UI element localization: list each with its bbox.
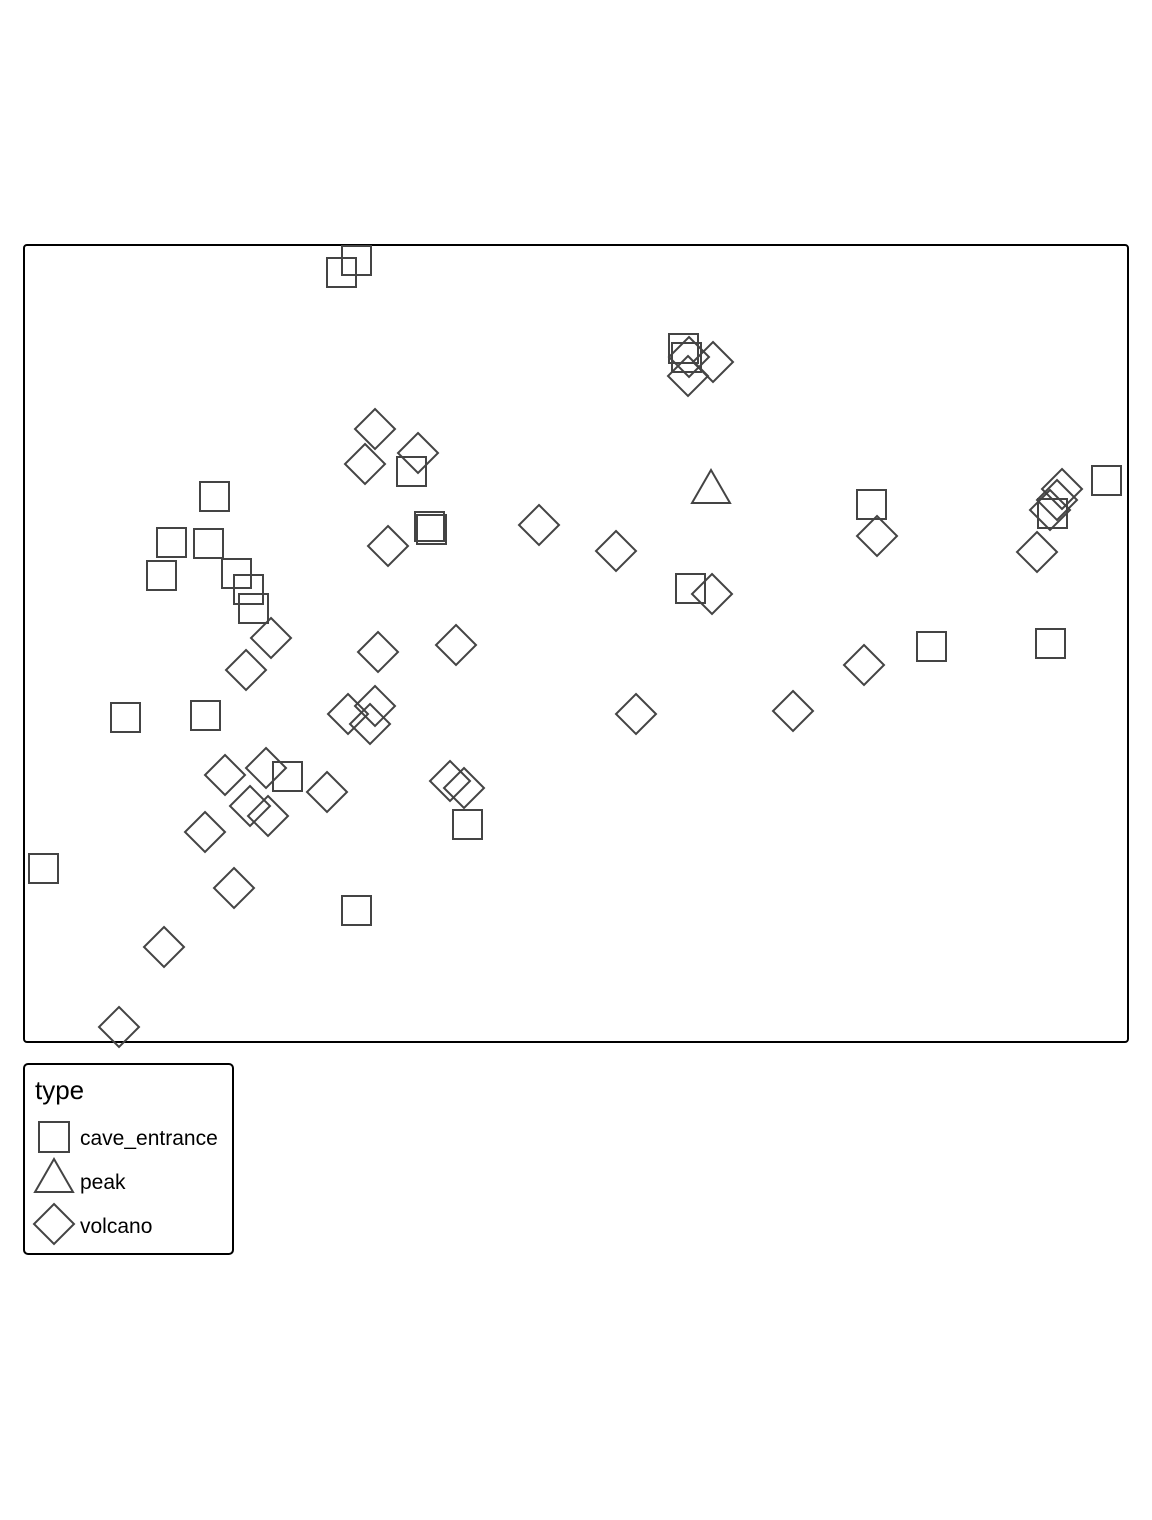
- volcano-marker: [428, 759, 472, 803]
- volcano-marker: [396, 431, 440, 475]
- volcano-marker: [356, 630, 400, 674]
- volcano-marker: [771, 689, 815, 733]
- triangle-icon: [33, 1156, 75, 1193]
- cave-entrance-marker: [193, 528, 224, 559]
- volcano-marker: [305, 770, 349, 814]
- volcano-marker: [244, 746, 288, 790]
- cave-entrance-marker: [28, 853, 59, 884]
- cave-entrance-marker: [190, 700, 221, 731]
- cave-entrance-marker: [233, 574, 264, 605]
- cave-entrance-marker: [221, 558, 252, 589]
- cave-entrance-marker: [1091, 465, 1122, 496]
- volcano-marker: [1028, 488, 1072, 532]
- volcano-marker: [690, 572, 734, 616]
- legend-item-peak: peak: [33, 1156, 126, 1194]
- volcano-marker: [343, 442, 387, 486]
- legend-label-peak: peak: [80, 1171, 126, 1194]
- legend-frame: [23, 1063, 234, 1255]
- cave-entrance-marker: [856, 489, 887, 520]
- map-panel[interactable]: [23, 244, 1129, 1049]
- cave-entrance-marker: [199, 481, 230, 512]
- volcano-marker: [594, 529, 638, 573]
- legend: type cave_entrance peak volcano: [23, 1063, 234, 1255]
- volcano-marker: [353, 407, 397, 451]
- marker-layer: [28, 245, 1122, 1049]
- volcano-marker: [97, 1005, 141, 1049]
- volcano-marker: [228, 784, 272, 828]
- volcano-marker: [348, 702, 392, 746]
- cave-entrance-marker: [272, 761, 303, 792]
- volcano-marker: [517, 503, 561, 547]
- cave-entrance-marker: [341, 895, 372, 926]
- cave-entrance-marker: [110, 702, 141, 733]
- cave-entrance-marker: [146, 560, 177, 591]
- cave-entrance-marker: [671, 342, 702, 373]
- cave-entrance-marker: [668, 333, 699, 364]
- legend-item-cave-entrance: cave_entrance: [38, 1121, 218, 1153]
- volcano-marker: [142, 925, 186, 969]
- cave-entrance-marker: [396, 456, 427, 487]
- legend-label-cave-entrance: cave_entrance: [80, 1127, 218, 1150]
- peak-marker: [690, 467, 732, 504]
- legend-label-volcano: volcano: [80, 1215, 152, 1238]
- cave-entrance-marker: [675, 573, 706, 604]
- volcano-marker: [246, 794, 290, 838]
- square-icon: [38, 1121, 70, 1153]
- cave-entrance-marker: [916, 631, 947, 662]
- volcano-marker: [614, 692, 658, 736]
- cave-entrance-marker: [416, 514, 447, 545]
- volcano-marker: [667, 335, 711, 379]
- volcano-marker: [442, 766, 486, 810]
- volcano-marker: [855, 514, 899, 558]
- cave-entrance-marker: [414, 511, 445, 542]
- cave-entrance-marker: [1035, 628, 1066, 659]
- volcano-marker: [183, 810, 227, 854]
- volcano-marker: [666, 354, 710, 398]
- volcano-marker: [1035, 478, 1079, 522]
- legend-title: type: [35, 1075, 84, 1105]
- volcano-marker: [842, 643, 886, 687]
- cave-entrance-marker: [156, 527, 187, 558]
- cave-entrance-marker: [238, 593, 269, 624]
- volcano-marker: [366, 524, 410, 568]
- volcano-marker: [203, 753, 247, 797]
- volcano-marker: [1015, 530, 1059, 574]
- volcano-marker: [1040, 467, 1084, 511]
- cave-entrance-marker: [452, 809, 483, 840]
- legend-item-volcano: volcano: [32, 1202, 152, 1246]
- volcano-marker: [353, 684, 397, 728]
- volcano-marker: [434, 623, 478, 667]
- cave-entrance-marker: [341, 245, 372, 276]
- volcano-marker: [224, 648, 268, 692]
- volcano-marker: [691, 340, 735, 384]
- diamond-icon: [32, 1202, 76, 1246]
- volcano-marker: [326, 692, 370, 736]
- map-frame: [23, 244, 1129, 1043]
- volcano-marker: [249, 616, 293, 660]
- volcano-marker: [212, 866, 256, 910]
